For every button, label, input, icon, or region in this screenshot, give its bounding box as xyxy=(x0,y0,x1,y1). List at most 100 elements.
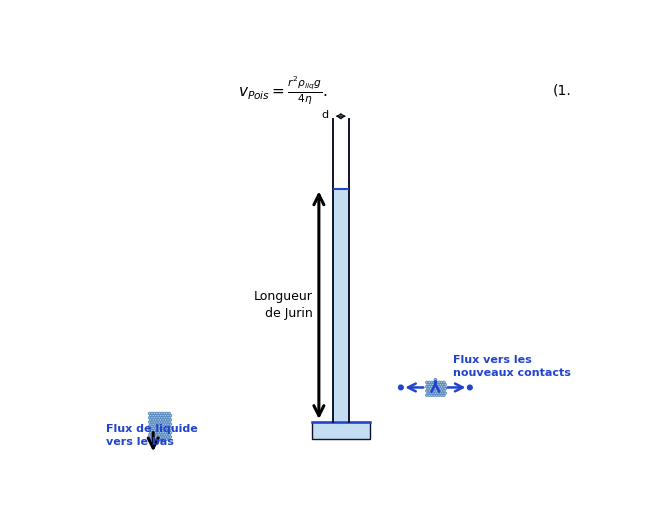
Circle shape xyxy=(157,427,159,430)
Text: Longueur
de Jurin: Longueur de Jurin xyxy=(254,290,313,320)
Circle shape xyxy=(436,390,438,392)
Circle shape xyxy=(162,431,164,434)
Circle shape xyxy=(426,386,428,388)
Circle shape xyxy=(163,429,166,432)
Circle shape xyxy=(162,423,164,426)
Circle shape xyxy=(441,392,444,394)
Circle shape xyxy=(153,412,156,415)
Circle shape xyxy=(444,388,447,390)
Circle shape xyxy=(427,392,429,394)
Circle shape xyxy=(168,425,170,428)
Circle shape xyxy=(427,383,429,386)
Circle shape xyxy=(159,414,162,417)
Circle shape xyxy=(428,390,430,392)
Circle shape xyxy=(440,390,443,392)
Circle shape xyxy=(164,427,167,430)
Circle shape xyxy=(434,378,437,381)
Circle shape xyxy=(152,419,155,421)
Circle shape xyxy=(159,419,162,421)
Circle shape xyxy=(155,423,157,426)
Circle shape xyxy=(158,416,161,419)
Circle shape xyxy=(155,419,157,421)
Circle shape xyxy=(163,433,166,436)
Circle shape xyxy=(398,385,403,390)
Circle shape xyxy=(152,431,155,434)
Circle shape xyxy=(167,423,169,426)
Circle shape xyxy=(444,383,447,386)
Circle shape xyxy=(443,381,445,384)
Circle shape xyxy=(161,412,163,415)
Text: Flux de liquide
vers le bas: Flux de liquide vers le bas xyxy=(106,424,198,447)
Circle shape xyxy=(437,388,439,390)
Circle shape xyxy=(159,423,162,426)
Circle shape xyxy=(434,388,437,390)
Circle shape xyxy=(430,394,433,397)
Circle shape xyxy=(151,429,153,432)
Circle shape xyxy=(164,423,167,426)
Circle shape xyxy=(148,412,151,415)
Circle shape xyxy=(158,412,161,415)
Circle shape xyxy=(428,381,430,384)
Circle shape xyxy=(164,419,167,421)
Circle shape xyxy=(438,381,440,384)
Circle shape xyxy=(158,421,161,423)
Circle shape xyxy=(152,414,155,417)
Circle shape xyxy=(436,381,438,384)
Circle shape xyxy=(159,427,162,430)
Circle shape xyxy=(440,381,443,384)
Circle shape xyxy=(429,388,432,390)
Circle shape xyxy=(443,386,445,388)
Circle shape xyxy=(161,429,163,432)
Circle shape xyxy=(153,433,156,436)
Circle shape xyxy=(168,412,170,415)
Circle shape xyxy=(163,438,166,440)
Circle shape xyxy=(339,116,343,119)
Circle shape xyxy=(444,392,447,394)
Circle shape xyxy=(157,431,159,434)
Circle shape xyxy=(437,392,439,394)
Circle shape xyxy=(156,425,158,428)
Circle shape xyxy=(158,438,161,440)
Circle shape xyxy=(158,425,161,428)
Circle shape xyxy=(157,419,159,421)
Circle shape xyxy=(151,433,153,436)
Circle shape xyxy=(162,419,164,421)
Circle shape xyxy=(156,421,158,423)
Circle shape xyxy=(163,412,166,415)
Circle shape xyxy=(467,385,472,390)
Circle shape xyxy=(163,416,166,419)
Circle shape xyxy=(166,421,168,423)
Circle shape xyxy=(153,438,156,440)
Circle shape xyxy=(153,421,156,423)
Circle shape xyxy=(161,421,163,423)
Circle shape xyxy=(439,392,441,394)
Circle shape xyxy=(168,433,170,436)
Circle shape xyxy=(432,392,434,394)
Circle shape xyxy=(163,425,166,428)
Circle shape xyxy=(148,433,151,436)
Circle shape xyxy=(167,419,169,421)
Circle shape xyxy=(169,414,172,417)
Circle shape xyxy=(161,438,163,440)
Circle shape xyxy=(440,394,443,397)
Circle shape xyxy=(162,414,164,417)
Text: $v_{Pois} = \frac{r^2 \rho_{liq} g}{4\eta}.$: $v_{Pois} = \frac{r^2 \rho_{liq} g}{4\et… xyxy=(239,74,328,107)
Circle shape xyxy=(169,423,172,426)
Circle shape xyxy=(150,436,152,438)
Circle shape xyxy=(153,425,156,428)
Circle shape xyxy=(166,429,168,432)
Circle shape xyxy=(158,440,159,441)
Circle shape xyxy=(151,425,153,428)
Circle shape xyxy=(443,394,445,397)
Bar xyxy=(312,422,370,439)
Circle shape xyxy=(440,386,443,388)
Circle shape xyxy=(163,421,166,423)
Circle shape xyxy=(429,383,432,386)
Circle shape xyxy=(156,438,158,440)
Circle shape xyxy=(439,388,441,390)
Circle shape xyxy=(151,412,153,415)
Circle shape xyxy=(150,423,152,426)
Circle shape xyxy=(433,390,436,392)
Circle shape xyxy=(166,438,168,440)
Circle shape xyxy=(168,438,170,440)
